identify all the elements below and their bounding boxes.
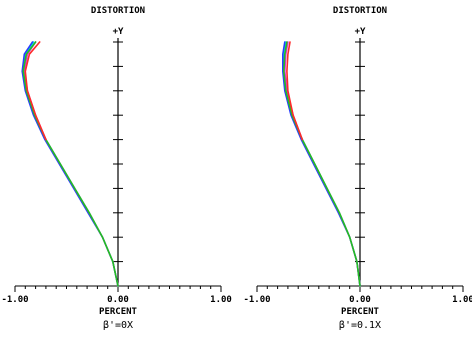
distortion-curve-3 bbox=[283, 41, 361, 287]
distortion-curve-0 bbox=[22, 41, 119, 287]
x-tick-label: 0.00 bbox=[349, 295, 371, 305]
chart-title: DISTORTION bbox=[333, 6, 387, 16]
distortion-curve-0 bbox=[283, 41, 361, 287]
distortion-panel-left: DISTORTION +Y PERCENT β'=0X -1.00 0.00 1.0… bbox=[1, 6, 231, 331]
x-tick-label: 0.00 bbox=[107, 295, 129, 305]
distortion-curve-4 bbox=[286, 41, 304, 141]
chart-title: DISTORTION bbox=[91, 6, 145, 16]
x-tick-label: 1.00 bbox=[452, 295, 472, 305]
distortion-panel-right: DISTORTION +Y PERCENT β'=0.1X -1.00 0.00 1… bbox=[243, 6, 472, 331]
distortion-curve-1 bbox=[282, 41, 361, 287]
distortion-curve-2 bbox=[23, 41, 119, 287]
x-tick-label: -1.00 bbox=[1, 295, 28, 305]
x-tick-label: 1.00 bbox=[210, 295, 232, 305]
y-axis-label: +Y bbox=[355, 27, 366, 37]
x-axis-label: PERCENT bbox=[99, 307, 138, 317]
y-axis-label: +Y bbox=[113, 27, 124, 37]
x-axis-label: PERCENT bbox=[341, 307, 380, 317]
distortion-curve-2 bbox=[284, 41, 361, 287]
distortion-curve-1 bbox=[21, 41, 119, 287]
chart-caption: β'=0X bbox=[103, 320, 133, 331]
x-tick-label: -1.00 bbox=[243, 295, 270, 305]
distortion-curve-3 bbox=[22, 41, 119, 287]
chart-caption: β'=0.1X bbox=[339, 320, 381, 331]
distortion-curve-4 bbox=[24, 41, 47, 141]
